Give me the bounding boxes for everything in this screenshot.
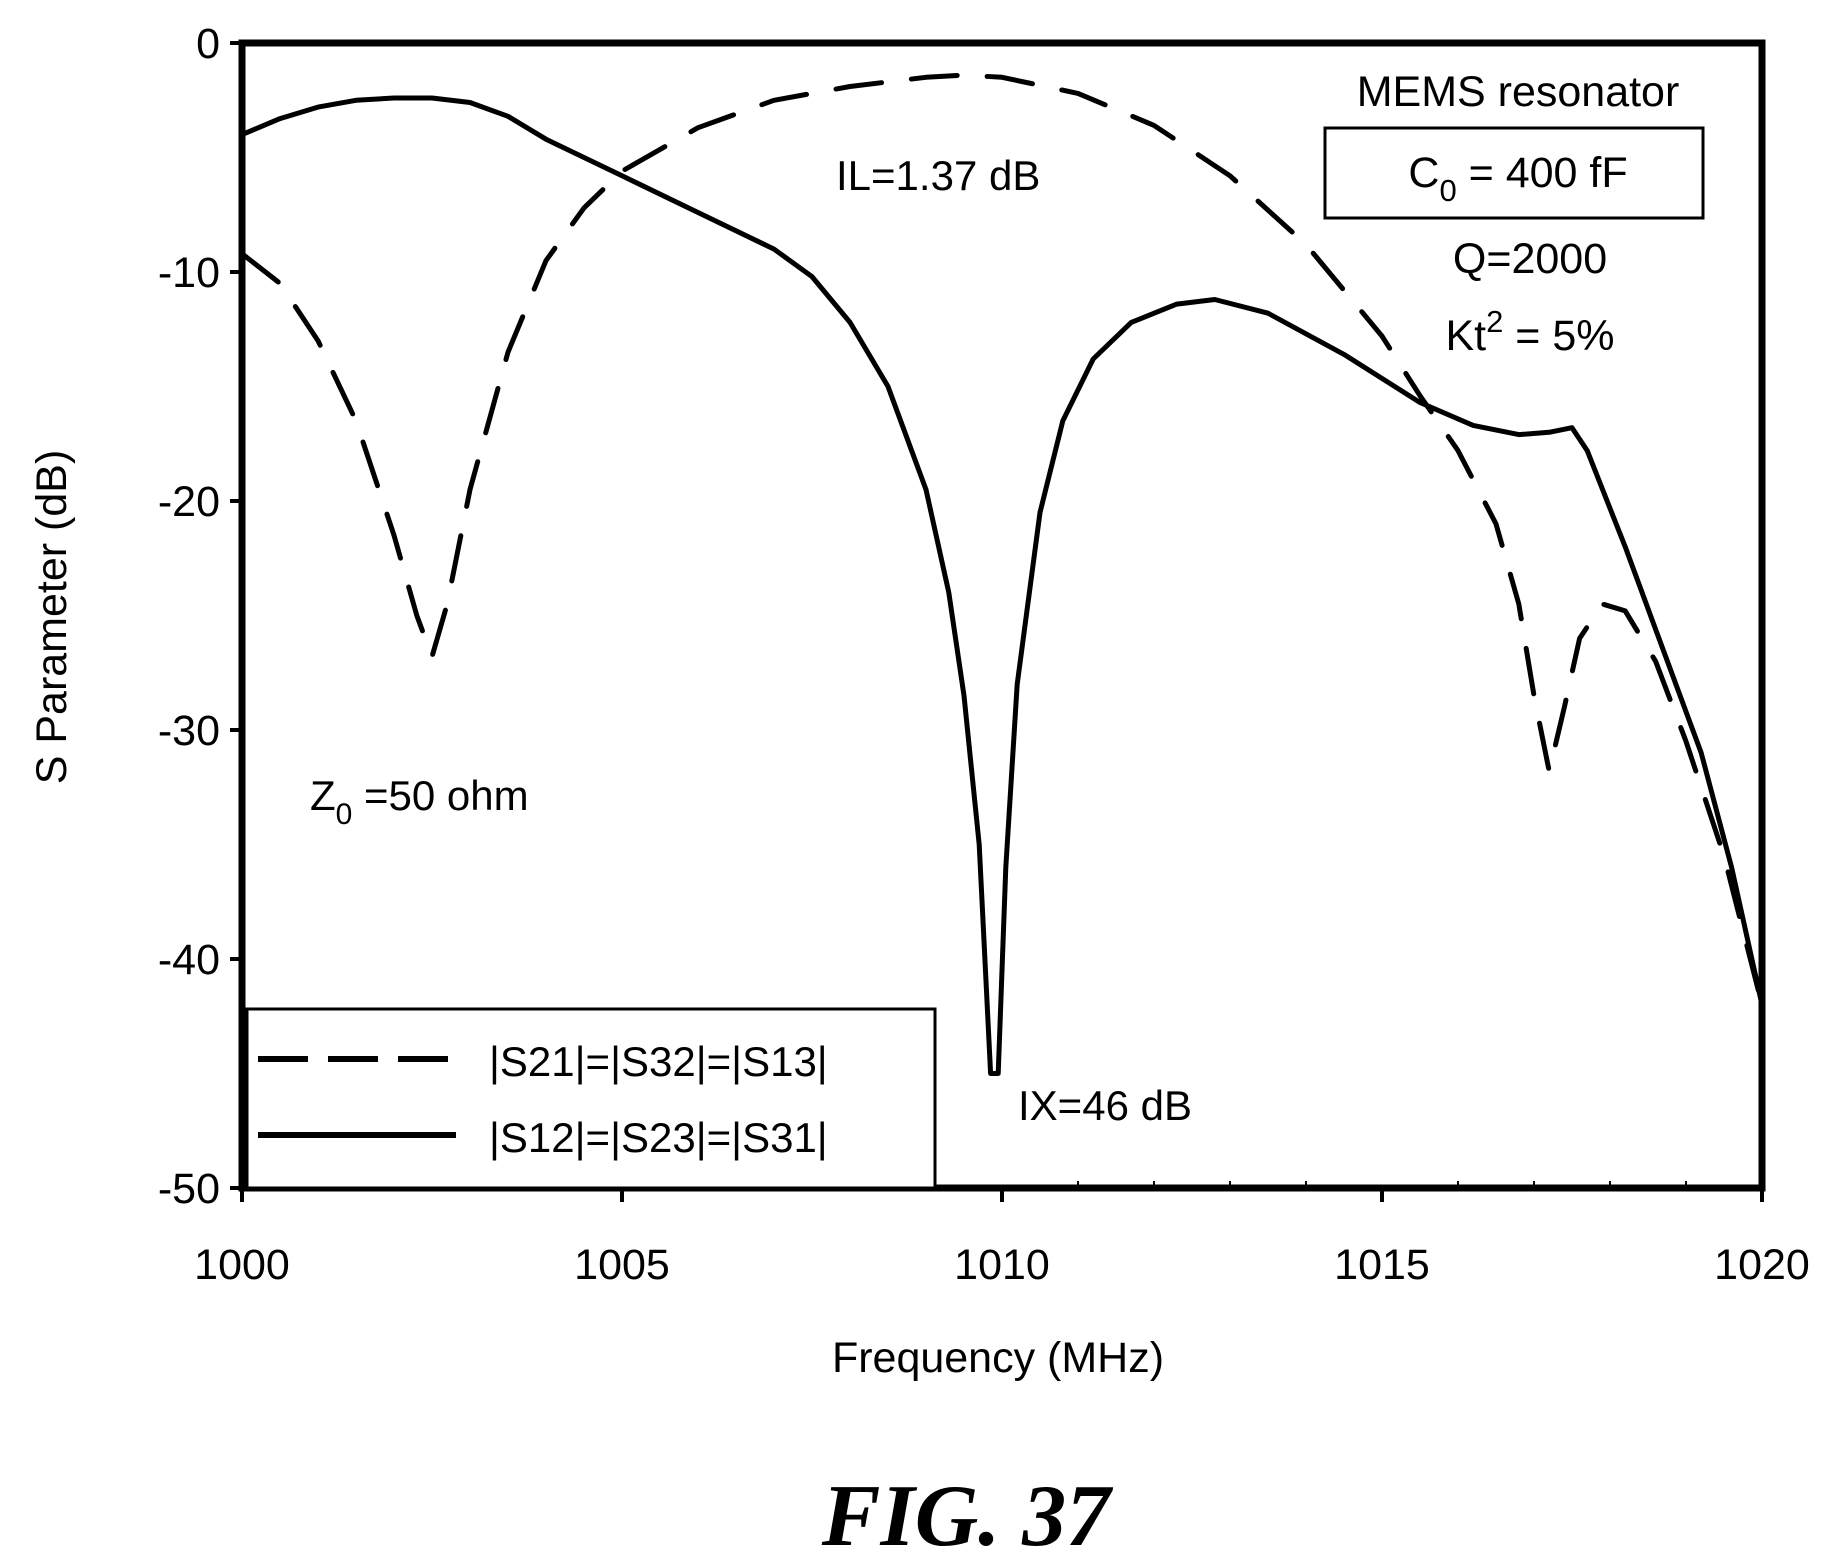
z0-subscript: 0 (336, 798, 353, 831)
legend-label-s12: |S12|=|S23|=|S31| (489, 1114, 828, 1161)
annotation-c0: C0 = 400 fF (1408, 149, 1627, 208)
legend: |S21|=|S32|=|S13| |S12|=|S23|=|S31| (247, 1009, 935, 1188)
y-tick-label: 0 (196, 20, 220, 68)
annotation-kt: Kt2 = 5% (1445, 304, 1614, 360)
c0-value: = 400 fF (1457, 149, 1628, 197)
c0-subscript: 0 (1439, 173, 1456, 208)
kt-main: Kt (1445, 312, 1486, 360)
s-parameter-chart: 0 -10 -20 -30 -40 -50 1000 1005 1010 1015 1020 S P… (0, 0, 1826, 1567)
figure-label: FIG. 37 (821, 1468, 1113, 1565)
legend-label-s21: |S21|=|S32|=|S13| (489, 1038, 828, 1085)
annotation-z0: Z0 =50 ohm (310, 772, 529, 831)
y-tick-label: -50 (158, 1165, 220, 1213)
annotation-il: IL=1.37 dB (836, 152, 1040, 199)
x-tick-label: 1015 (1334, 1241, 1430, 1289)
annotation-title: MEMS resonator (1357, 68, 1680, 116)
c0-main: C (1408, 149, 1439, 197)
y-tick-label: -10 (158, 249, 220, 297)
kt-value: = 5% (1503, 312, 1614, 360)
y-tick-label: -20 (158, 478, 220, 526)
y-axis-label: S Parameter (dB) (28, 450, 76, 785)
x-axis-label: Frequency (MHz) (832, 1334, 1164, 1382)
x-tick-label: 1000 (194, 1241, 290, 1289)
y-tick-label: -40 (158, 936, 220, 984)
z0-main: Z (310, 772, 336, 819)
x-tick-label: 1020 (1714, 1241, 1810, 1289)
annotation-ix: IX=46 dB (1018, 1082, 1192, 1129)
x-tick-label: 1005 (574, 1241, 670, 1289)
curves (242, 75, 1762, 1073)
z0-value: =50 ohm (352, 772, 528, 819)
legend-box (247, 1009, 935, 1188)
annotation-q: Q=2000 (1453, 235, 1607, 283)
x-tick-label: 1010 (954, 1241, 1050, 1289)
y-tick-label: -30 (158, 707, 220, 755)
kt-superscript: 2 (1486, 304, 1503, 339)
series-line-s21 (242, 75, 1762, 1005)
